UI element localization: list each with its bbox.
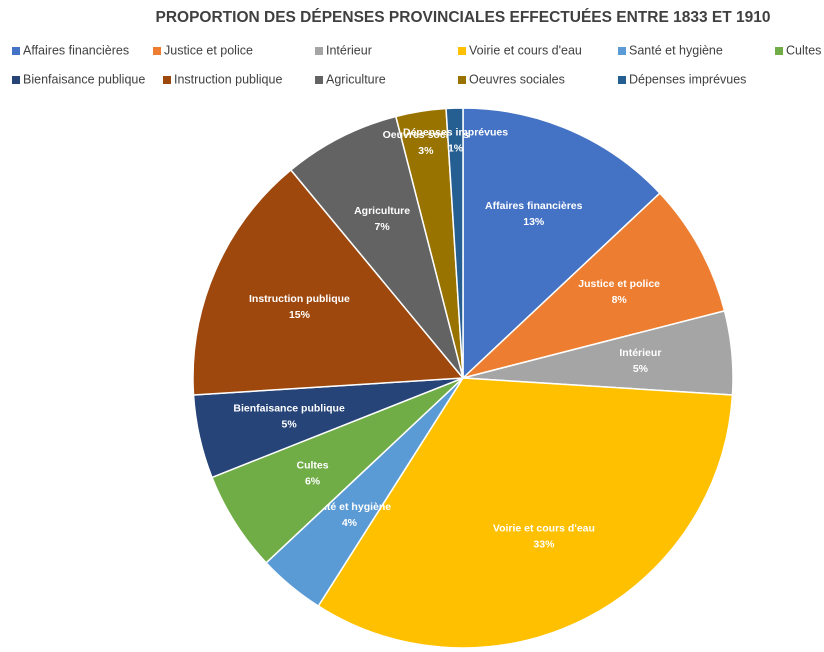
slice-value: 1% xyxy=(448,142,464,154)
legend-label: Cultes xyxy=(786,43,821,57)
legend-label: Bienfaisance publique xyxy=(23,72,145,86)
legend-label: Voirie et cours d'eau xyxy=(469,43,582,57)
legend-label: Santé et hygiène xyxy=(629,43,723,57)
slice-value: 13% xyxy=(523,216,545,228)
slice-label: Justice et police xyxy=(578,278,660,290)
pie-slice xyxy=(289,115,464,379)
legend-swatch xyxy=(775,47,783,55)
slice-value: 15% xyxy=(289,309,311,321)
legend-swatch xyxy=(153,47,161,55)
slice-label: Cultes xyxy=(296,459,328,471)
legend-label: Justice et police xyxy=(164,43,253,57)
slice-label: Voirie et cours d'eau xyxy=(493,523,595,535)
slice-label: Bienfaisance publique xyxy=(233,403,345,415)
slice-label: Dépenses imprévues xyxy=(403,126,508,138)
slice-value: 5% xyxy=(281,419,297,431)
pie-slice xyxy=(445,107,464,379)
chart-title: PROPORTION DES DÉPENSES PROVINCIALES EFF… xyxy=(156,9,771,26)
pie-slice xyxy=(462,107,661,380)
legend-swatch xyxy=(618,76,626,84)
slice-value: 6% xyxy=(305,475,321,487)
legend-label: Agriculture xyxy=(326,72,386,86)
slice-value: 5% xyxy=(633,363,649,375)
legend-swatch xyxy=(618,47,626,55)
legend-swatch xyxy=(315,47,323,55)
slice-value: 33% xyxy=(533,539,555,551)
slice-value: 7% xyxy=(375,221,391,233)
legend-label: Dépenses imprévues xyxy=(629,72,746,86)
slice-label: Instruction publique xyxy=(249,293,350,305)
legend-label: Oeuvres sociales xyxy=(469,72,565,86)
legend-swatch xyxy=(315,76,323,84)
slice-label: Agriculture xyxy=(354,205,410,217)
pie-slice xyxy=(317,377,734,649)
legend-swatch xyxy=(458,76,466,84)
slice-label: Affaires financières xyxy=(485,200,583,212)
legend-label: Intérieur xyxy=(326,43,372,57)
slice-label: Intérieur xyxy=(619,347,661,359)
slice-value: 3% xyxy=(418,145,434,157)
legend-label: Instruction publique xyxy=(174,72,282,86)
legend-swatch xyxy=(12,47,20,55)
legend-swatch xyxy=(458,47,466,55)
pie-slice xyxy=(192,168,465,396)
slice-value: 8% xyxy=(612,294,628,306)
pie-slice xyxy=(462,192,726,379)
slice-label: Santé et hygiène xyxy=(308,501,392,513)
legend-swatch xyxy=(163,76,171,84)
slice-value: 4% xyxy=(342,517,358,529)
legend-swatch xyxy=(12,76,20,84)
legend-label: Affaires financières xyxy=(23,43,129,57)
